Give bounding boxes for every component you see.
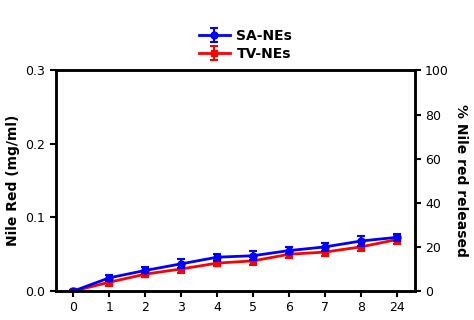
- Legend: SA-NEs, TV-NEs: SA-NEs, TV-NEs: [199, 29, 292, 61]
- Y-axis label: % Nile red released: % Nile red released: [455, 104, 468, 257]
- Y-axis label: Nile Red (mg/ml): Nile Red (mg/ml): [6, 115, 19, 246]
